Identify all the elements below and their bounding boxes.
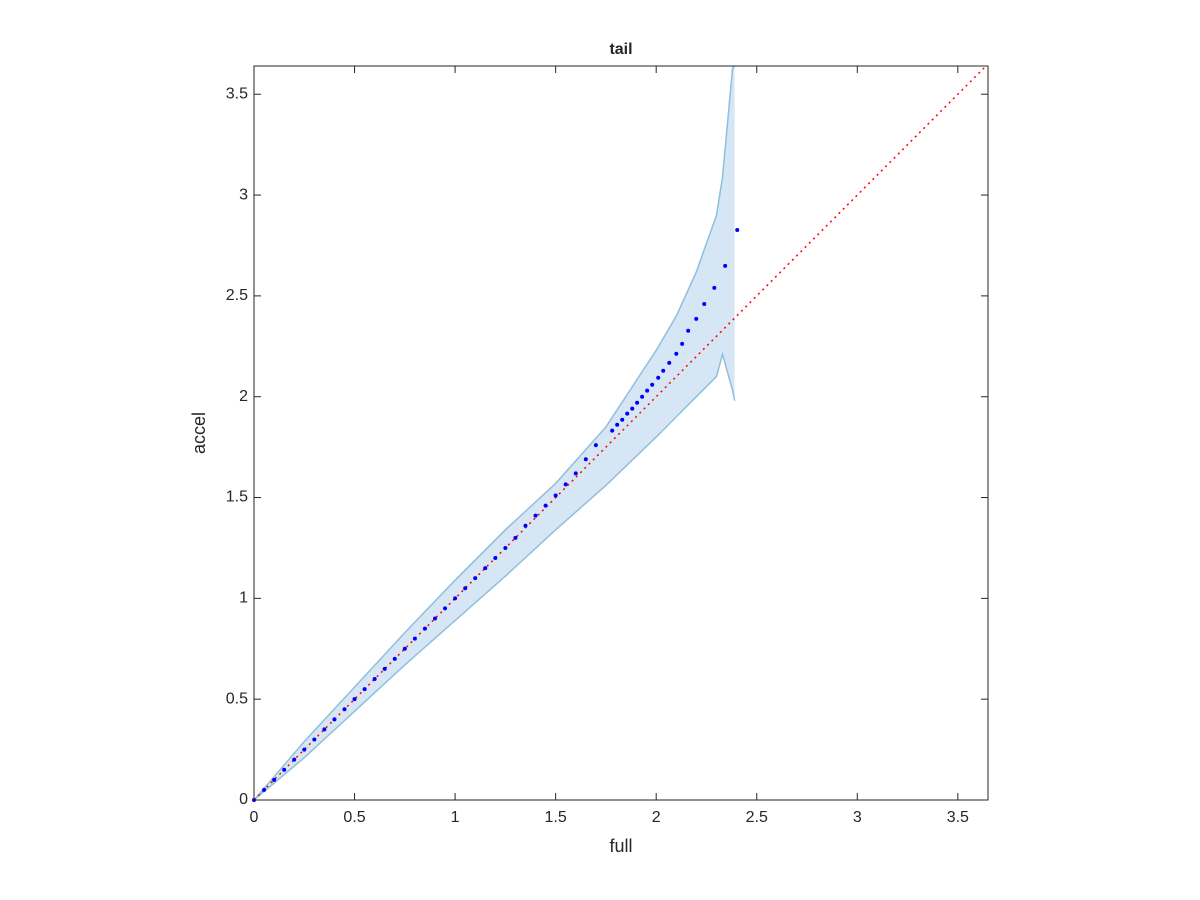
data-point (362, 687, 367, 692)
x-tick-label: 2 (652, 809, 661, 826)
data-point (412, 636, 417, 641)
data-point (483, 566, 488, 571)
y-tick-label: 3.5 (226, 85, 248, 102)
data-point (503, 545, 508, 550)
data-point (583, 457, 588, 462)
data-point (723, 263, 728, 268)
data-point (302, 747, 307, 752)
x-tick-label: 3 (853, 809, 862, 826)
data-point (282, 767, 287, 772)
chart-title: tail (609, 41, 632, 58)
data-point (432, 616, 437, 621)
data-point (322, 727, 327, 732)
data-point (650, 382, 655, 387)
data-point (610, 428, 615, 433)
data-point (493, 556, 498, 561)
data-point (513, 535, 518, 540)
data-point (593, 443, 598, 448)
y-tick-label: 2.5 (226, 287, 248, 304)
y-tick-label: 1 (239, 590, 248, 607)
data-point (640, 394, 645, 399)
data-point (680, 341, 685, 346)
data-point (262, 787, 267, 792)
data-point (702, 301, 707, 306)
data-point (382, 666, 387, 671)
data-point (553, 493, 558, 498)
confidence-band (254, 66, 735, 800)
data-point (453, 596, 458, 601)
y-axis-label: accel (189, 412, 209, 454)
data-point (543, 503, 548, 508)
data-point (312, 737, 317, 742)
y-tick-label: 0 (239, 791, 248, 808)
data-point (620, 417, 625, 422)
data-point (563, 482, 568, 487)
data-point (630, 406, 635, 411)
data-point (443, 606, 448, 611)
data-point (661, 368, 666, 373)
y-tick-label: 2 (239, 388, 248, 405)
data-point (573, 471, 578, 476)
data-point (674, 351, 679, 356)
data-point (735, 227, 740, 232)
band-upper-edge (253, 65, 736, 801)
data-point (533, 513, 538, 518)
data-point (635, 400, 640, 405)
data-point (686, 328, 691, 333)
x-tick-label: 1.5 (545, 809, 567, 826)
data-point (392, 656, 397, 661)
x-axis-label: full (609, 836, 632, 856)
y-tick-label: 0.5 (226, 690, 248, 707)
x-tick-label: 0 (250, 809, 259, 826)
data-point (463, 586, 468, 591)
data-point (615, 422, 620, 427)
data-point (625, 411, 630, 416)
data-point (342, 707, 347, 712)
data-point (712, 285, 717, 290)
data-point (352, 697, 357, 702)
x-tick-label: 0.5 (343, 809, 365, 826)
data-point (372, 677, 377, 682)
y-tick-label: 1.5 (226, 489, 248, 506)
band-lower-edge (253, 351, 736, 801)
x-tick-label: 2.5 (746, 809, 768, 826)
data-point (523, 523, 528, 528)
axes-box (253, 65, 989, 801)
y-tick-label: 3 (239, 186, 248, 203)
data-point (272, 777, 277, 782)
data-point (667, 360, 672, 365)
data-point (402, 646, 407, 651)
data-point (473, 576, 478, 581)
data-point (422, 626, 427, 631)
data-point (656, 375, 661, 380)
x-tick-label: 1 (451, 809, 460, 826)
x-tick-label: 3.5 (947, 809, 969, 826)
data-point (645, 388, 650, 393)
data-point (292, 757, 297, 762)
data-point (694, 316, 699, 321)
data-point (332, 717, 337, 722)
